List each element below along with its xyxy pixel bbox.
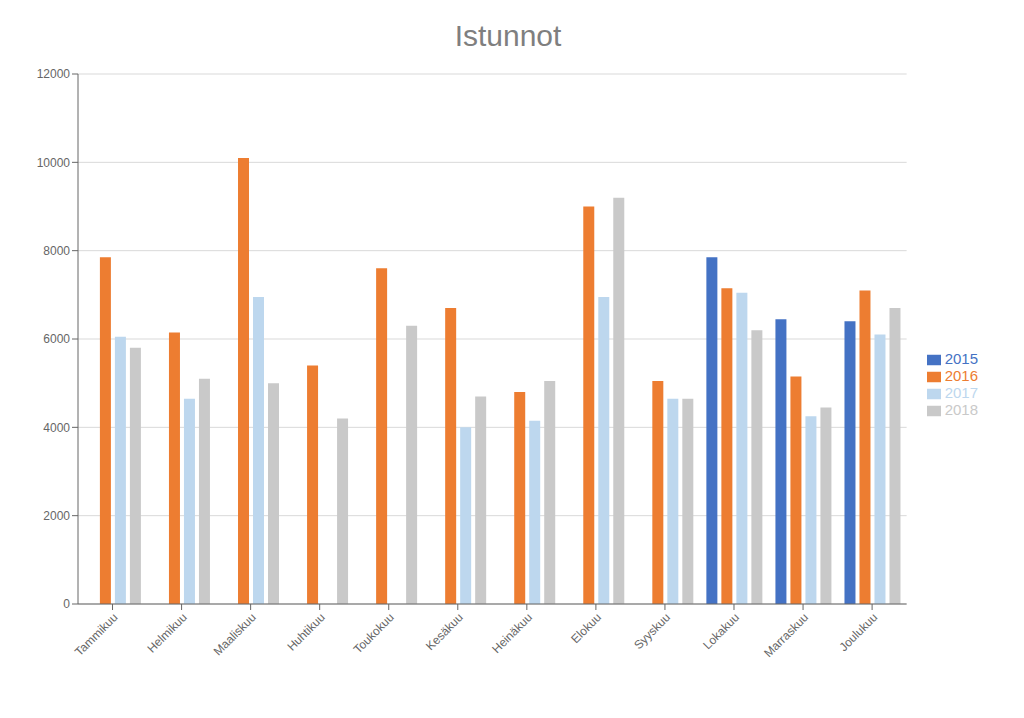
html-text:2017: 2017 bbox=[944, 384, 978, 401]
svg-text:Maaliskuu: Maaliskuu bbox=[211, 610, 259, 658]
svg-text:Toukokuu: Toukokuu bbox=[351, 610, 397, 656]
svg-text:Tammikuu: Tammikuu bbox=[72, 610, 121, 659]
html-text:Istunnot: Istunnot bbox=[454, 19, 562, 52]
svg-text:12000: 12000 bbox=[37, 67, 71, 81]
svg-text:4000: 4000 bbox=[43, 421, 70, 435]
html-text:2015: 2015 bbox=[944, 349, 978, 367]
svg-text:Joulukuu: Joulukuu bbox=[836, 610, 880, 654]
svg-text:10000: 10000 bbox=[37, 156, 71, 170]
svg-text:6000: 6000 bbox=[43, 332, 70, 346]
svg-text:Heinäkuu: Heinäkuu bbox=[489, 610, 535, 656]
svg-text:Marraskuu: Marraskuu bbox=[761, 610, 811, 660]
svg-text:Syyskuu: Syyskuu bbox=[631, 610, 673, 652]
svg-text:2000: 2000 bbox=[43, 509, 70, 523]
svg-text:Huhtikuu: Huhtikuu bbox=[284, 610, 327, 653]
svg-text:Helmikuu: Helmikuu bbox=[144, 610, 189, 655]
svg-text:8000: 8000 bbox=[43, 244, 70, 258]
svg-text:0: 0 bbox=[63, 597, 70, 611]
svg-text:Kesäkuu: Kesäkuu bbox=[423, 610, 466, 653]
html-text:2016: 2016 bbox=[944, 367, 978, 384]
html-text:2018: 2018 bbox=[944, 401, 978, 418]
svg-text:Elokuu: Elokuu bbox=[568, 610, 604, 646]
svg-text:Lokakuu: Lokakuu bbox=[700, 610, 742, 652]
